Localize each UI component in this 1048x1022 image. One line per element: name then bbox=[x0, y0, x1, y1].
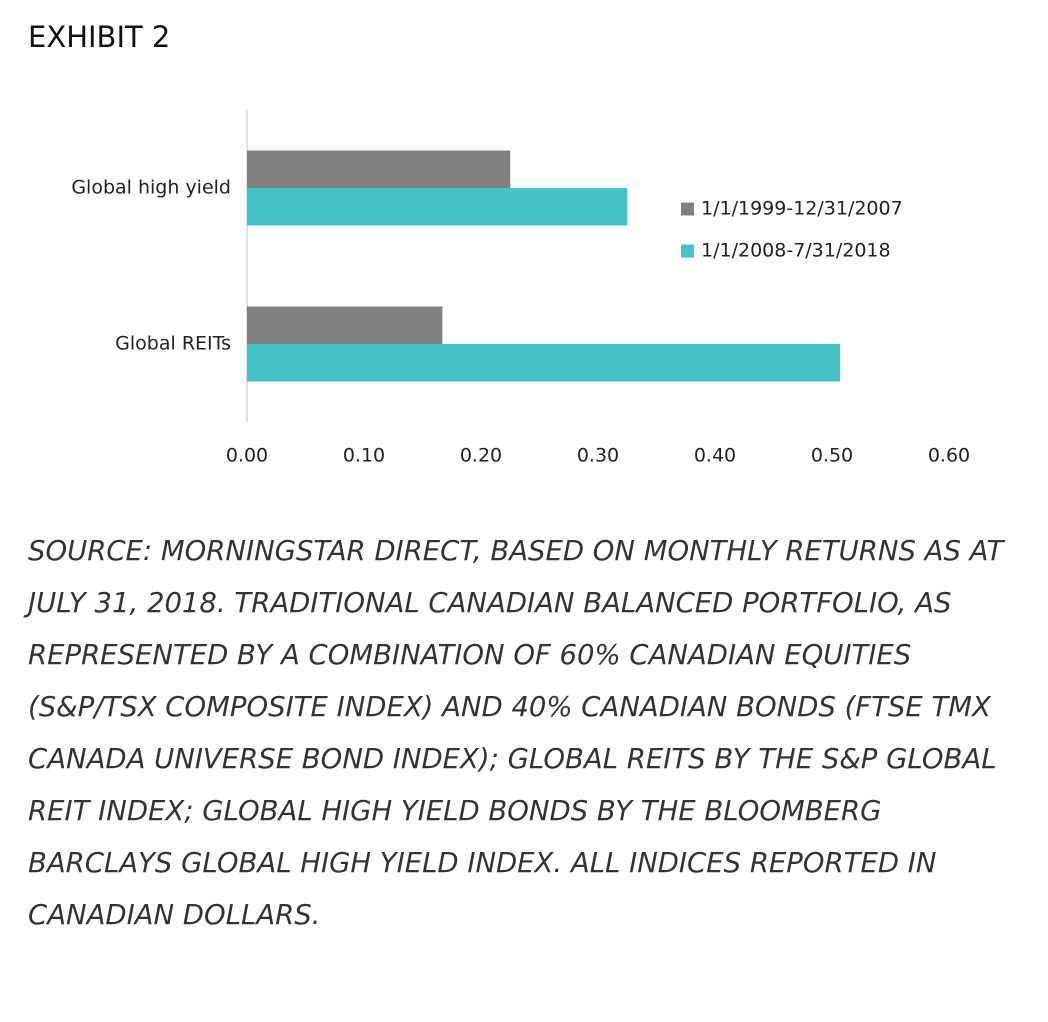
x-tick-label: 0.00 bbox=[226, 445, 268, 467]
legend-label: 1/1/1999-12/31/2007 bbox=[701, 198, 903, 220]
y-tick-label: Global high yield bbox=[71, 177, 231, 199]
bar bbox=[247, 188, 628, 226]
bar bbox=[247, 344, 841, 382]
y-tick-label: Global REITs bbox=[115, 333, 231, 355]
x-tick-label: 0.20 bbox=[460, 445, 502, 467]
x-tick-label: 0.60 bbox=[928, 445, 970, 467]
x-tick-label: 0.50 bbox=[811, 445, 853, 467]
legend-swatch bbox=[681, 202, 694, 216]
x-tick-label: 0.40 bbox=[694, 445, 736, 467]
legend-label: 1/1/2008-7/31/2018 bbox=[701, 240, 891, 262]
legend-swatch bbox=[681, 244, 694, 258]
bar bbox=[247, 150, 511, 188]
exhibit-title: EXHIBIT 2 bbox=[28, 20, 171, 54]
bar bbox=[247, 306, 443, 344]
x-tick-label: 0.30 bbox=[577, 445, 619, 467]
chart: 0.00 0.10 0.20 0.30 0.40 0.50 0.60 Global high … bbox=[71, 110, 970, 467]
source-note: Source: Morningstar Direct, based on mon… bbox=[28, 535, 1004, 931]
x-tick-label: 0.10 bbox=[343, 445, 385, 467]
